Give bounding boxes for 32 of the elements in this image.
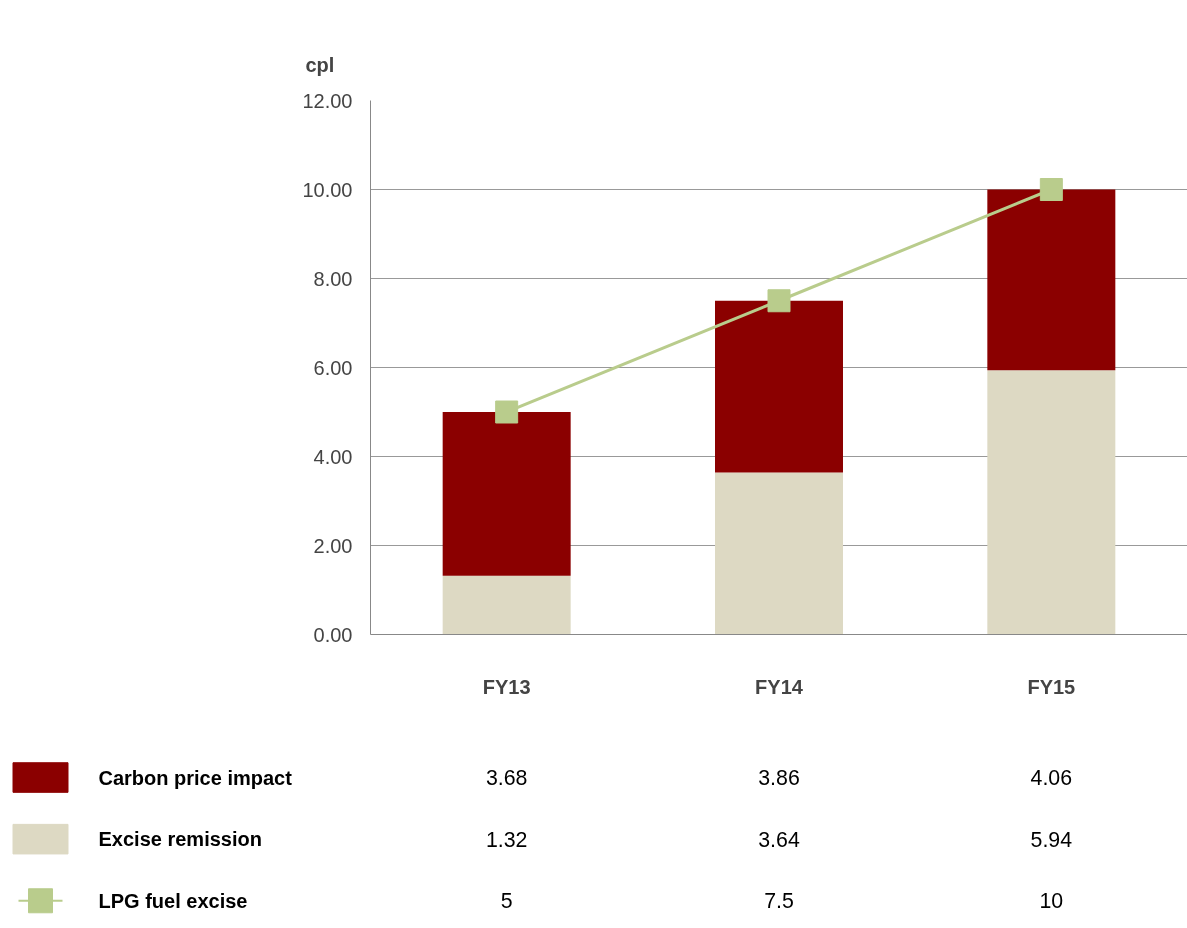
y-tick-label: 10.00 bbox=[302, 178, 353, 201]
y-tick-label: 0.00 bbox=[313, 623, 353, 646]
bar bbox=[442, 575, 571, 635]
y-tick-label: 12.00 bbox=[302, 89, 353, 112]
bar bbox=[987, 370, 1116, 635]
y-tick-label: 2.00 bbox=[313, 534, 353, 557]
data-label: 4.06 bbox=[1030, 766, 1073, 791]
data-label: 5 bbox=[500, 889, 513, 914]
y-axis-title: cpl bbox=[305, 53, 335, 76]
data-label: 1.32 bbox=[485, 827, 528, 852]
legend-label: Excise remission bbox=[98, 828, 262, 851]
y-tick-label: 6.00 bbox=[313, 356, 353, 379]
data-label: 7.5 bbox=[764, 889, 794, 914]
x-tick-label: FY13 bbox=[482, 675, 531, 698]
point bbox=[767, 289, 791, 313]
y-tick-label: 8.00 bbox=[313, 267, 353, 290]
point bbox=[495, 400, 519, 424]
x-tick-label: FY14 bbox=[755, 675, 804, 698]
legend-label: LPG fuel excise bbox=[98, 889, 248, 912]
data-label: 3.86 bbox=[758, 766, 800, 791]
x-tick-label: FY15 bbox=[1027, 675, 1076, 698]
legend-label: Carbon price impact bbox=[98, 766, 293, 789]
bar bbox=[715, 472, 843, 635]
point bbox=[1039, 178, 1063, 201]
bar bbox=[715, 300, 843, 473]
y-tick-label: 4.00 bbox=[313, 445, 353, 468]
data-label: 3.68 bbox=[485, 766, 528, 791]
bar bbox=[442, 412, 571, 576]
data-label: 10 bbox=[1039, 889, 1064, 914]
data-label: 3.64 bbox=[758, 827, 800, 852]
data-label: 5.94 bbox=[1030, 827, 1073, 852]
bar bbox=[987, 189, 1116, 371]
